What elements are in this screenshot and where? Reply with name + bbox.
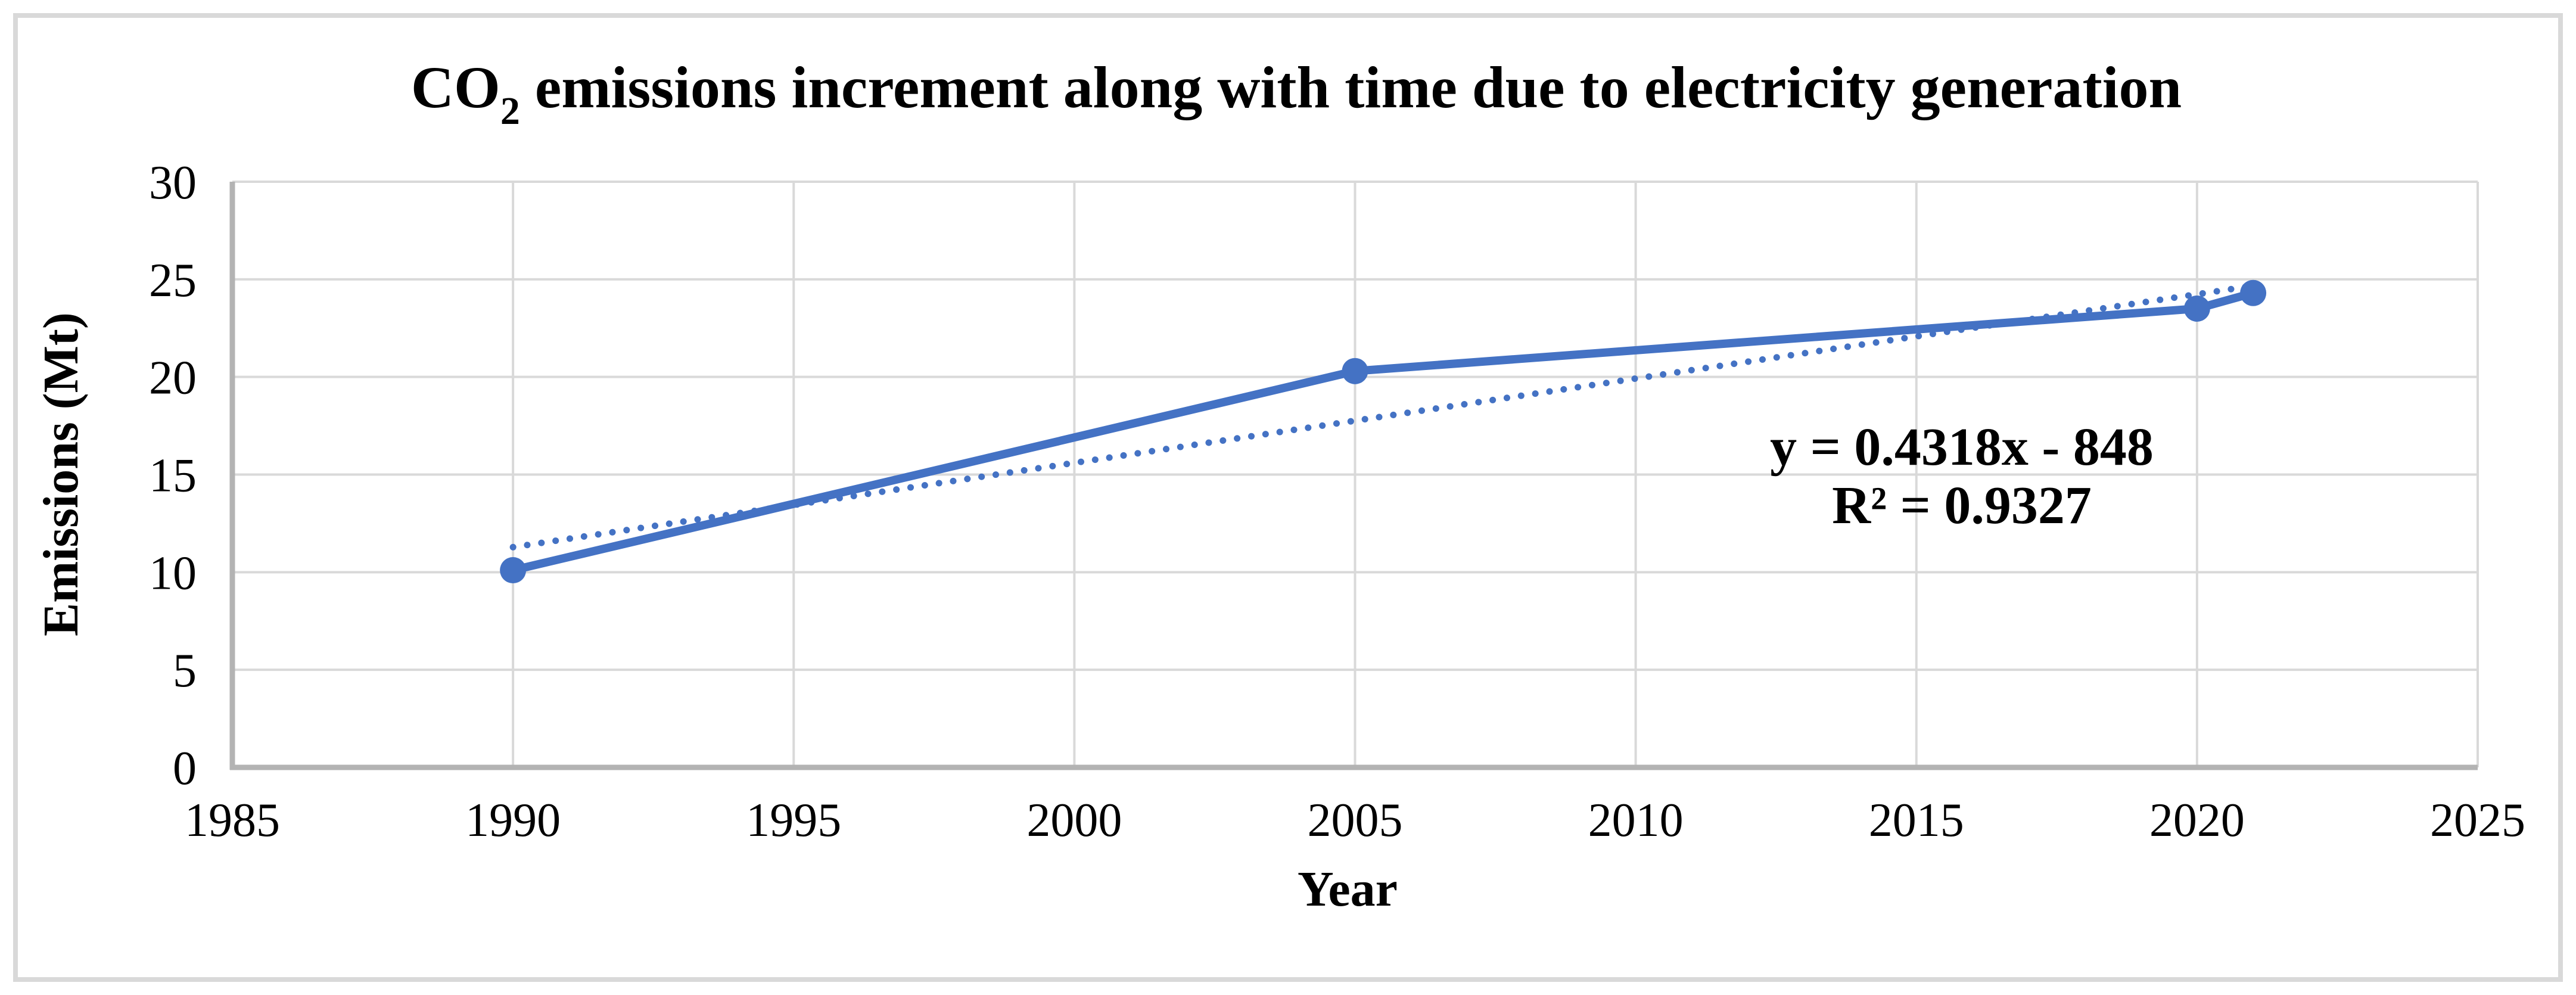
x-tick-label: 1985: [185, 794, 280, 847]
y-tick-label: 15: [149, 450, 197, 502]
y-tick-label: 0: [173, 742, 197, 795]
x-tick-label: 2010: [1588, 794, 1684, 847]
y-tick-label: 30: [149, 157, 197, 209]
trendline-equation: y = 0.4318x - 848: [1770, 418, 2154, 477]
chart-border: [13, 13, 2563, 982]
data-point-marker: [2240, 279, 2267, 306]
y-tick-label: 20: [149, 352, 197, 405]
x-tick-label: 2015: [1869, 794, 1964, 847]
x-tick-label: 2000: [1026, 794, 1122, 847]
data-point-markers: [500, 279, 2267, 584]
y-tick-labels: 0 5 10 15 20 25 30: [149, 157, 197, 795]
data-point-marker: [1342, 357, 1368, 384]
y-tick-label: 5: [173, 645, 197, 697]
x-axis-title: Year: [1298, 862, 1398, 917]
x-tick-label: 2020: [2149, 794, 2245, 847]
data-point-marker: [500, 557, 527, 584]
chart-title: CO2 emissions increment along with time …: [411, 54, 2182, 133]
chart-title-rest: emissions increment along with time due …: [520, 54, 2182, 120]
series-polyline: [509, 288, 2258, 575]
y-tick-label: 25: [149, 254, 197, 307]
y-tick-label: 10: [149, 547, 197, 599]
series-line: [509, 288, 2258, 575]
data-point-marker: [2183, 295, 2210, 322]
axis-lines: [229, 182, 2478, 770]
x-tick-labels: 1985 1990 1995 2000 2005 2010 2015 2020 2025: [185, 794, 2525, 847]
x-tick-label: 2005: [1308, 794, 1403, 847]
x-tick-label: 1995: [746, 794, 841, 847]
y-axis-title: Emissions (Mt): [33, 312, 89, 636]
gridlines: [232, 181, 2479, 767]
x-tick-label: 1990: [465, 794, 561, 847]
x-tick-label: 2025: [2430, 794, 2525, 847]
chart-title-subscript: 2: [500, 89, 520, 133]
chart-title-main: CO: [411, 54, 500, 120]
trendline-r-squared: R² = 0.9327: [1832, 476, 2092, 535]
